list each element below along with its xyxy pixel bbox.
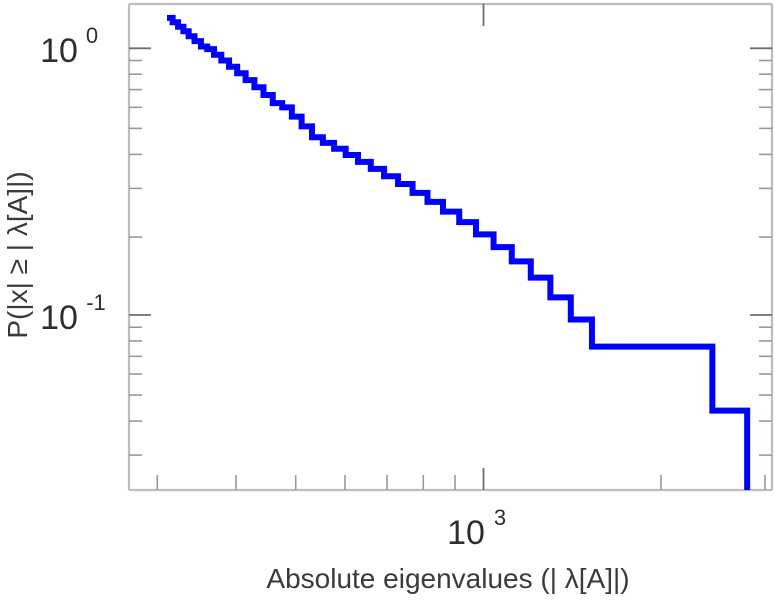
plot-frame	[127, 2, 774, 492]
x-tick-label-1e3-mantissa: 10	[447, 514, 485, 552]
x-tick-label-1e3-exponent: 3	[494, 505, 506, 530]
y-tick-label-1e0-exponent: 0	[86, 23, 98, 48]
y-axis-ticks	[129, 47, 772, 456]
y-tick-label-1e-1-exponent: -1	[86, 290, 106, 315]
y-tick-label-1e-1-mantissa: 10	[40, 299, 78, 337]
x-tick-labels: 10 3	[447, 505, 506, 552]
y-axis-title: P(|x| ≥ | λ[A]|)	[2, 171, 33, 338]
y-tick-label-1e0-mantissa: 10	[40, 32, 78, 70]
data-series-ccdf	[167, 14, 751, 490]
ccdf-step-line	[167, 14, 751, 490]
x-axis-ticks	[156, 4, 766, 490]
x-axis-title: Absolute eigenvalues (| λ[A]|)	[266, 563, 629, 594]
y-tick-labels: 10 0 10 -1	[40, 23, 106, 337]
